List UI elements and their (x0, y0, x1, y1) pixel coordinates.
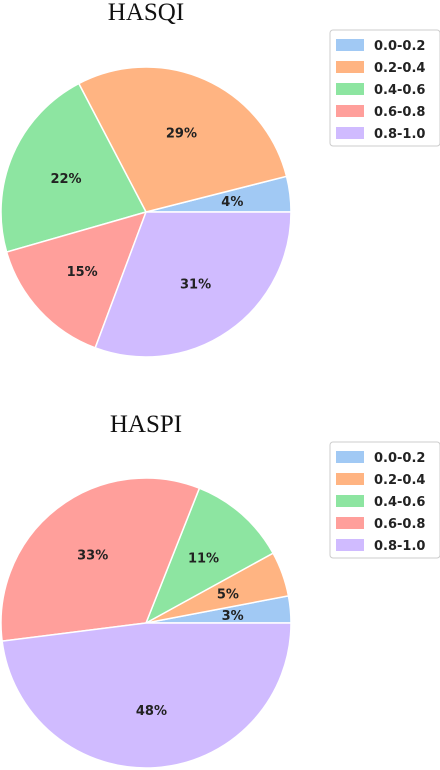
haspi-pie-chart: HASPI 3% 5% 11% 33% 48% 0.0-0.2 0.2-0.4 0.4-0.… (0, 411, 440, 769)
legend-label: 0.0-0.2 (374, 451, 425, 466)
pie-slice-0.8-1.0 (1, 622, 292, 769)
legend-label: 0.0-0.2 (374, 39, 425, 54)
legend-label: 0.4-0.6 (374, 83, 425, 98)
legend-label: 0.4-0.6 (374, 495, 425, 510)
slice-percent-label: 31% (180, 277, 211, 292)
slice-percent-label: 15% (67, 265, 98, 280)
legend-swatch (336, 539, 364, 551)
legend: 0.0-0.2 0.2-0.4 0.4-0.6 0.6-0.8 0.8-1.0 (329, 441, 440, 559)
legend-label: 0.6-0.8 (374, 105, 425, 120)
chart-title: HASPI (110, 411, 182, 438)
legend-label: 0.6-0.8 (374, 517, 425, 532)
pie-slice-0.6-0.8 (5, 210, 148, 349)
chart-title: HASQI (108, 0, 184, 26)
legend-swatch (336, 451, 364, 463)
legend-swatch (336, 61, 364, 73)
pie-slice-0.4-0.6 (144, 487, 275, 625)
legend-swatch (336, 473, 364, 485)
legend-swatch (336, 517, 364, 529)
slice-percent-label: 22% (50, 172, 81, 187)
slice-percent-label: 3% (222, 609, 244, 624)
pie-slice-0.4-0.6 (0, 82, 148, 253)
pie-slice-labels: 3% 5% 11% 33% 48% (77, 548, 244, 719)
legend: 0.0-0.2 0.2-0.4 0.4-0.6 0.6-0.8 0.8-1.0 (329, 29, 440, 147)
pie-slices (0, 66, 292, 358)
slice-percent-label: 33% (77, 548, 108, 563)
slice-percent-label: 48% (136, 704, 167, 719)
hasqi-chart-panel: HASQI 4% 29% 22% 15% 31% 0.0-0.2 0.2-0.4 0.4-0… (0, 0, 440, 358)
slice-percent-label: 4% (221, 195, 243, 210)
legend-swatch (336, 495, 364, 507)
pie-slice-0.8-1.0 (94, 211, 292, 358)
legend-swatch (336, 39, 364, 51)
pie-slices (0, 477, 292, 769)
slice-percent-label: 29% (166, 127, 197, 142)
legend-label: 0.8-1.0 (374, 539, 425, 554)
legend-swatch (336, 105, 364, 117)
haspi-chart-panel: HASPI 3% 5% 11% 33% 48% 0.0-0.2 0.2-0.4 0.4-0.… (0, 385, 440, 770)
slice-percent-label: 11% (188, 552, 219, 567)
pie-slice-0.6-0.8 (0, 477, 201, 643)
hasqi-pie-chart: HASQI 4% 29% 22% 15% 31% 0.0-0.2 0.2-0.4 0.4-0… (0, 0, 440, 358)
pie-slice-labels: 4% 29% 22% 15% 31% (50, 127, 243, 293)
legend-label: 0.8-1.0 (374, 127, 425, 142)
slice-percent-label: 5% (217, 588, 239, 603)
legend-swatch (336, 83, 364, 95)
legend-label: 0.2-0.4 (374, 473, 425, 488)
legend-swatch (336, 127, 364, 139)
legend-label: 0.2-0.4 (374, 61, 425, 76)
pie-slice-0.2-0.4 (77, 66, 288, 213)
